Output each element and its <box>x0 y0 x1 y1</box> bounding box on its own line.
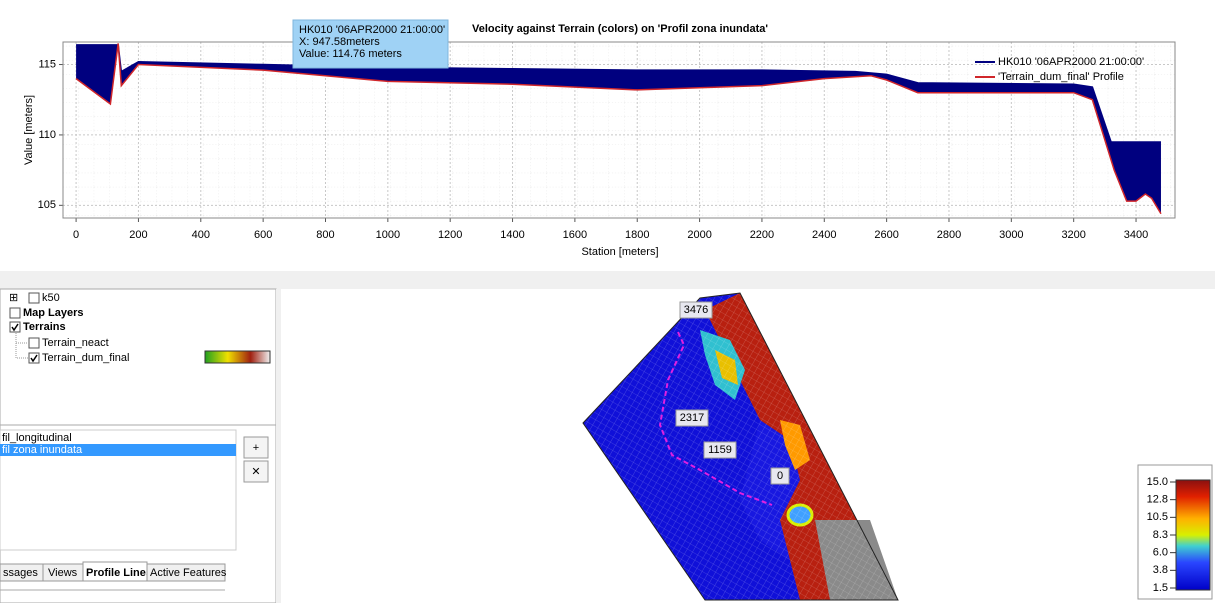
legend-label: 1.5 <box>1153 582 1168 594</box>
legend-label: 6.0 <box>1153 547 1168 559</box>
legend-label: 8.3 <box>1153 529 1168 541</box>
x-tick-label: 2600 <box>874 229 898 241</box>
checkbox[interactable] <box>10 308 20 318</box>
tree-item[interactable]: Map Layers <box>23 307 84 319</box>
station-label: 1159 <box>708 444 732 456</box>
expander[interactable]: ⊞ <box>9 292 18 304</box>
legend-label: HK010 '06APR2000 21:00:00' <box>998 56 1144 68</box>
legend-label: 10.5 <box>1147 511 1168 523</box>
station-label: 3476 <box>684 304 708 316</box>
map: 3476 2317 1159 0 <box>583 293 898 600</box>
legend-label: 15.0 <box>1147 476 1168 488</box>
tab-label[interactable]: Views <box>48 567 78 579</box>
x-tick-label: 3200 <box>1061 229 1085 241</box>
x-tick-label: 3400 <box>1124 229 1148 241</box>
checkbox[interactable] <box>29 293 39 303</box>
x-tick-label: 2000 <box>687 229 711 241</box>
layer-colorbar <box>205 351 270 363</box>
x-tick-label: 1400 <box>500 229 524 241</box>
tree-item[interactable]: Terrains <box>23 321 66 333</box>
x-tick-label: 200 <box>129 229 147 241</box>
tree-item[interactable]: k50 <box>42 292 60 304</box>
tab-label[interactable]: ssages <box>3 567 38 579</box>
y-axis-label: Value [meters] <box>23 95 35 165</box>
station-label: 0 <box>777 470 783 482</box>
y-tick-label: 110 <box>38 129 56 141</box>
tree-item[interactable]: Terrain_dum_final <box>42 352 129 364</box>
list-item[interactable]: fil zona inundata <box>2 444 83 456</box>
mesh <box>583 293 898 600</box>
y-tick-label: 105 <box>38 199 56 211</box>
tooltip-line: X: 947.58meters <box>299 36 380 48</box>
x-tick-label: 1000 <box>376 229 400 241</box>
chart-title: Velocity against Terrain (colors) on 'Pr… <box>472 23 768 35</box>
y-tick-label: 115 <box>38 58 56 70</box>
station-label: 2317 <box>680 412 704 424</box>
list-item[interactable]: fil_longitudinal <box>2 432 72 444</box>
checkbox[interactable] <box>29 338 39 348</box>
button-label[interactable]: + <box>253 442 259 454</box>
tooltip-line: HK010 '06APR2000 21:00:00' <box>299 24 445 36</box>
screenshot: 0 200 400 600 800 1000 1200 1400 1600 1800 2000 220… <box>0 0 1215 603</box>
tree-item[interactable]: Terrain_neact <box>42 337 109 349</box>
legend-label: 'Terrain_dum_final' Profile <box>998 71 1124 83</box>
x-tick-label: 1200 <box>438 229 462 241</box>
tooltip-line: Value: 114.76 meters <box>299 48 402 60</box>
x-tick-label: 3000 <box>999 229 1023 241</box>
x-tick-label: 600 <box>254 229 272 241</box>
x-tick-label: 400 <box>192 229 210 241</box>
checkbox[interactable] <box>10 322 20 332</box>
x-tick-label: 2400 <box>812 229 836 241</box>
button-label[interactable]: ✕ <box>251 466 260 478</box>
legend-label: 3.8 <box>1153 564 1168 576</box>
x-tick-label: 1800 <box>625 229 649 241</box>
x-tick-label: 0 <box>73 229 79 241</box>
checkbox[interactable] <box>29 353 39 363</box>
x-tick-label: 1600 <box>563 229 587 241</box>
legend-colorbar <box>1176 480 1210 590</box>
splitter <box>276 289 281 603</box>
x-tick-label: 2800 <box>937 229 961 241</box>
tab-label[interactable]: Profile Lines <box>86 567 152 579</box>
x-tick-label: 2200 <box>750 229 774 241</box>
splitter <box>0 271 1215 289</box>
tab-label[interactable]: Active Features <box>150 567 227 579</box>
x-tick-label: 800 <box>316 229 334 241</box>
x-axis-label: Station [meters] <box>581 246 658 258</box>
legend-label: 12.8 <box>1147 494 1168 506</box>
